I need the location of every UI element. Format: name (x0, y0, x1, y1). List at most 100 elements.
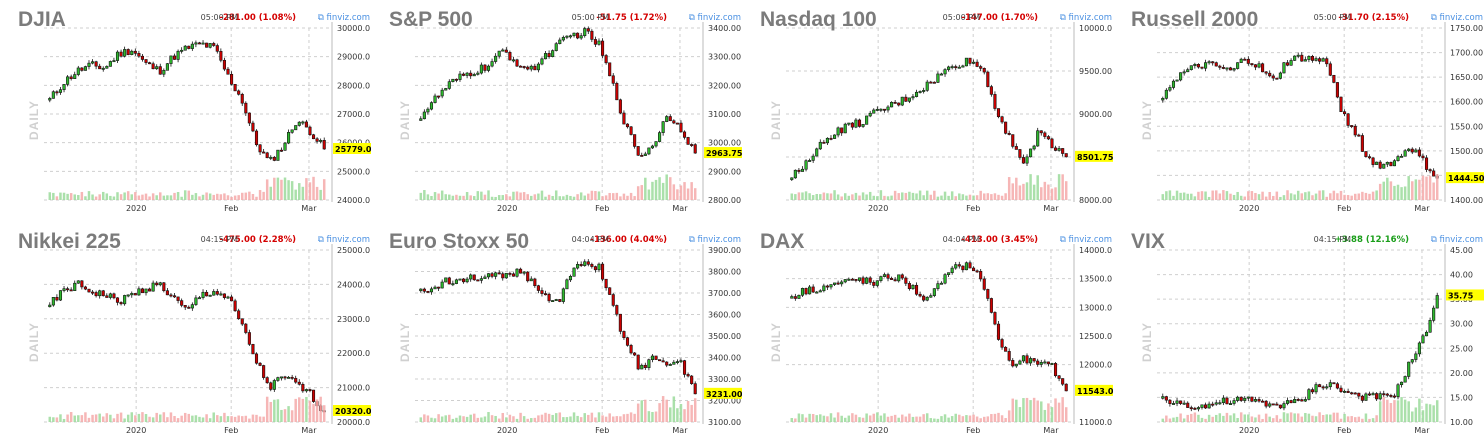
volume-bar (1225, 191, 1229, 200)
volume-bar (169, 195, 173, 200)
volume-bar (91, 194, 94, 200)
volume-bar (294, 398, 297, 422)
candle-up (287, 376, 291, 379)
candle-down (222, 293, 226, 298)
candle-up (897, 274, 901, 282)
chart-title: VIX (1131, 230, 1165, 253)
candle-down (1261, 63, 1265, 73)
candle-up (1303, 59, 1307, 62)
volume-bar (890, 415, 893, 422)
candle-up (1050, 363, 1054, 365)
candle-up (1396, 156, 1400, 162)
volume-bar (519, 412, 522, 422)
volume-bar (151, 417, 155, 422)
candle-up (879, 108, 883, 111)
candle-up (272, 380, 276, 390)
volume-bar (98, 194, 101, 200)
candle-down (993, 312, 997, 325)
volume-bar (472, 413, 476, 422)
candle-up (857, 277, 862, 281)
candle-up (1057, 148, 1061, 151)
chart-panel-dax[interactable]: DAILY DAX ⧉ finviz.com -413.00 (3.45%) 04:04… (742, 222, 1113, 444)
candle-up (1239, 58, 1243, 63)
volume-bar (1025, 397, 1029, 422)
candle-up (943, 69, 947, 75)
grid-lines (44, 249, 332, 423)
volume-bar (644, 177, 647, 200)
volume-bar (537, 415, 540, 422)
volume-bar (918, 190, 922, 200)
volume-bar (1428, 175, 1432, 200)
chart-panel-djia[interactable]: DAILY DJIA ⧉ finviz.com -281.00 (1.08%) 05:0… (0, 0, 371, 222)
candle-up (1375, 161, 1379, 165)
volume-bar (497, 418, 501, 422)
volume-bar (1414, 179, 1418, 200)
volume-bar (144, 414, 148, 422)
volume-bar (808, 413, 811, 422)
y-tick-labels: 30000.029000.028000.027000.026000.025000… (337, 24, 370, 205)
chart-panel-s-p-500[interactable]: DAILY S&P 500 ⧉ finviz.com -51.75 (1.72%) 05… (371, 0, 742, 222)
candle-up (158, 282, 162, 286)
volume-bar (230, 416, 233, 422)
candle-up (932, 288, 936, 296)
volume-bars (419, 174, 697, 200)
volume-bar (654, 411, 658, 422)
candle-down (608, 287, 612, 295)
volume-bar (130, 194, 134, 200)
candle-down (1021, 157, 1025, 164)
chart-panel-vix[interactable]: DAILY VIX ⧉ finviz.com +3.88 (12.16%) 04:15 … (1113, 222, 1484, 444)
volume-bar (911, 416, 915, 422)
y-tick-label: 15.00 (1450, 393, 1473, 402)
volume-bar (865, 413, 868, 422)
candle-up (939, 282, 944, 285)
volume-bar (843, 193, 847, 200)
candle-down (586, 261, 590, 265)
volume-bar (1022, 398, 1025, 422)
candle-down (1061, 378, 1065, 385)
volume-bar (968, 194, 972, 200)
candle-down (693, 144, 697, 154)
chart-panel-euro-stoxx-50[interactable]: DAILY Euro Stoxx 50 ⧉ finviz.com -136.00 (4… (371, 222, 742, 444)
candle-down (315, 138, 319, 142)
volume-bar (151, 193, 155, 200)
candle-down (1239, 396, 1243, 401)
last-price-label: 1444.50 (1448, 174, 1484, 183)
candle-up (479, 64, 483, 74)
candle-down (1375, 393, 1379, 400)
x-tick-label: Feb (224, 204, 238, 213)
volume-bar (1407, 176, 1410, 200)
volume-bar (1275, 415, 1279, 422)
chart-panel-russell-2000[interactable]: DAILY Russell 2000 ⧉ finviz.com -31.70 (2.1… (1113, 0, 1484, 222)
candle-down (215, 291, 219, 295)
volume-bar (922, 195, 925, 200)
volume-bar (1011, 398, 1015, 422)
candle-up (440, 281, 444, 289)
candle-up (1225, 67, 1229, 70)
candle-down (686, 374, 690, 377)
volume-bar (148, 416, 151, 422)
y-tick-label: 3100.00 (708, 110, 741, 119)
volume-bar (851, 194, 854, 200)
candle-up (911, 284, 915, 290)
volume-bar (893, 190, 897, 200)
candle-up (208, 43, 212, 48)
chart-panel-nasdaq-100[interactable]: DAILY Nasdaq 100 ⧉ finviz.com -147.00 (1.70… (742, 0, 1113, 222)
candle-down (251, 344, 255, 355)
volume-bar (943, 414, 947, 422)
candle-down (1357, 134, 1361, 137)
candle-up (1193, 64, 1197, 66)
volume-bar (1243, 414, 1247, 422)
candle-up (458, 278, 462, 281)
volume-bar (893, 414, 897, 422)
candle-down (932, 81, 936, 84)
x-tick-label: Mar (672, 426, 688, 435)
candle-up (793, 169, 797, 179)
candle-up (529, 278, 533, 282)
candle-up (1200, 404, 1204, 408)
volume-bar (1432, 405, 1435, 422)
volume-bar (651, 411, 654, 422)
y-tick-label: 3800.00 (708, 268, 741, 277)
volume-bar (212, 412, 215, 422)
chart-panel-nikkei-225[interactable]: DAILY Nikkei 225 ⧉ finviz.com -475.00 (2.28… (0, 222, 371, 444)
volume-bar (226, 416, 230, 422)
